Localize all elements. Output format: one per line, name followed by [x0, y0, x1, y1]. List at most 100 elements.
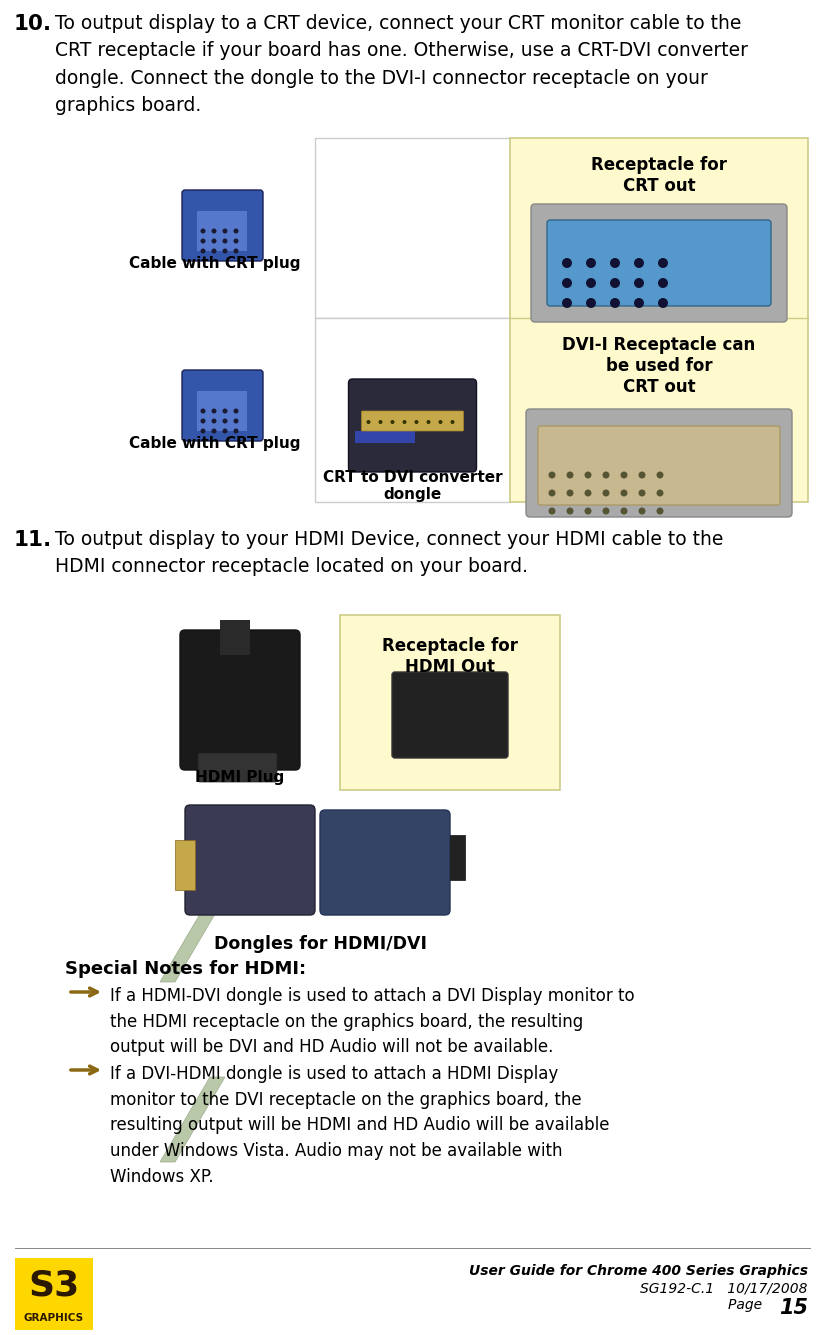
FancyBboxPatch shape — [538, 426, 780, 505]
Circle shape — [211, 248, 216, 254]
Circle shape — [567, 507, 573, 514]
Circle shape — [211, 429, 216, 434]
Circle shape — [586, 278, 596, 288]
Text: Page: Page — [728, 1298, 767, 1312]
Circle shape — [639, 471, 645, 478]
Circle shape — [610, 258, 620, 268]
Text: Cable with CRT plug: Cable with CRT plug — [130, 256, 301, 271]
Circle shape — [620, 507, 628, 514]
Circle shape — [584, 507, 592, 514]
Circle shape — [634, 298, 644, 308]
Text: Receptacle for
HDMI Out: Receptacle for HDMI Out — [382, 637, 518, 676]
Circle shape — [586, 298, 596, 308]
FancyBboxPatch shape — [348, 379, 477, 473]
Circle shape — [584, 490, 592, 497]
Bar — [450, 834, 465, 880]
Circle shape — [200, 228, 205, 234]
Circle shape — [639, 490, 645, 497]
Circle shape — [549, 490, 555, 497]
Text: DVI-I Receptacle can
be used for
CRT out: DVI-I Receptacle can be used for CRT out — [563, 336, 756, 395]
Bar — [510, 138, 808, 502]
Text: HDMI Plug: HDMI Plug — [196, 770, 285, 785]
Circle shape — [366, 421, 370, 425]
Circle shape — [657, 507, 663, 514]
Circle shape — [584, 471, 592, 478]
Bar — [175, 840, 195, 890]
Text: GRAPHICS: GRAPHICS — [24, 1314, 84, 1323]
Circle shape — [211, 228, 216, 234]
Circle shape — [223, 248, 228, 254]
Circle shape — [200, 418, 205, 423]
Circle shape — [223, 239, 228, 243]
Circle shape — [223, 228, 228, 234]
Bar — [197, 391, 247, 431]
Circle shape — [450, 421, 455, 425]
Circle shape — [200, 429, 205, 434]
Bar — [315, 138, 510, 318]
Circle shape — [634, 258, 644, 268]
Circle shape — [233, 418, 238, 423]
Circle shape — [586, 258, 596, 268]
Circle shape — [233, 239, 238, 243]
Circle shape — [562, 298, 572, 308]
Text: Special Notes for HDMI:: Special Notes for HDMI: — [65, 960, 306, 979]
Circle shape — [211, 409, 216, 414]
Bar — [220, 619, 250, 655]
Circle shape — [658, 258, 668, 268]
Text: If a DVI-HDMI dongle is used to attach a HDMI Display
monitor to the DVI recepta: If a DVI-HDMI dongle is used to attach a… — [110, 1065, 610, 1185]
Polygon shape — [160, 1077, 225, 1161]
Circle shape — [657, 490, 663, 497]
Circle shape — [223, 429, 228, 434]
Circle shape — [620, 490, 628, 497]
FancyBboxPatch shape — [547, 220, 771, 306]
Circle shape — [223, 409, 228, 414]
Bar — [340, 615, 560, 790]
Circle shape — [233, 248, 238, 254]
Polygon shape — [160, 897, 225, 983]
Circle shape — [200, 239, 205, 243]
Circle shape — [233, 429, 238, 434]
FancyBboxPatch shape — [185, 805, 315, 914]
Circle shape — [602, 490, 610, 497]
FancyBboxPatch shape — [361, 411, 464, 431]
Text: S3: S3 — [28, 1270, 80, 1303]
Circle shape — [223, 418, 228, 423]
Circle shape — [200, 409, 205, 414]
Circle shape — [620, 471, 628, 478]
Circle shape — [639, 507, 645, 514]
Text: To output display to a CRT device, connect your CRT monitor cable to the
CRT rec: To output display to a CRT device, conne… — [55, 13, 748, 115]
Text: If a HDMI-DVI dongle is used to attach a DVI Display monitor to
the HDMI recepta: If a HDMI-DVI dongle is used to attach a… — [110, 987, 634, 1056]
Text: CRT to DVI converter
dongle: CRT to DVI converter dongle — [323, 470, 502, 502]
Circle shape — [211, 239, 216, 243]
Circle shape — [439, 421, 442, 425]
FancyBboxPatch shape — [526, 409, 792, 517]
Circle shape — [562, 278, 572, 288]
Circle shape — [549, 471, 555, 478]
Circle shape — [427, 421, 431, 425]
Circle shape — [658, 278, 668, 288]
FancyBboxPatch shape — [531, 204, 787, 322]
Text: To output display to your HDMI Device, connect your HDMI cable to the
HDMI conne: To output display to your HDMI Device, c… — [55, 530, 724, 577]
Circle shape — [634, 278, 644, 288]
FancyBboxPatch shape — [182, 370, 263, 441]
Circle shape — [390, 421, 394, 425]
Circle shape — [602, 471, 610, 478]
Bar — [315, 318, 510, 502]
Circle shape — [610, 298, 620, 308]
Circle shape — [567, 490, 573, 497]
Bar — [355, 431, 414, 443]
Circle shape — [610, 278, 620, 288]
Circle shape — [379, 421, 383, 425]
Circle shape — [233, 228, 238, 234]
Text: Cable with CRT plug: Cable with CRT plug — [130, 437, 301, 451]
FancyBboxPatch shape — [392, 672, 508, 758]
Text: 15: 15 — [779, 1298, 808, 1318]
Text: User Guide for Chrome 400 Series Graphics: User Guide for Chrome 400 Series Graphic… — [469, 1264, 808, 1278]
Text: Receptacle for
CRT out: Receptacle for CRT out — [591, 156, 727, 195]
FancyBboxPatch shape — [198, 753, 277, 782]
Bar — [197, 211, 247, 251]
Circle shape — [211, 418, 216, 423]
Bar — [15, 1258, 93, 1330]
Circle shape — [549, 507, 555, 514]
Circle shape — [602, 507, 610, 514]
